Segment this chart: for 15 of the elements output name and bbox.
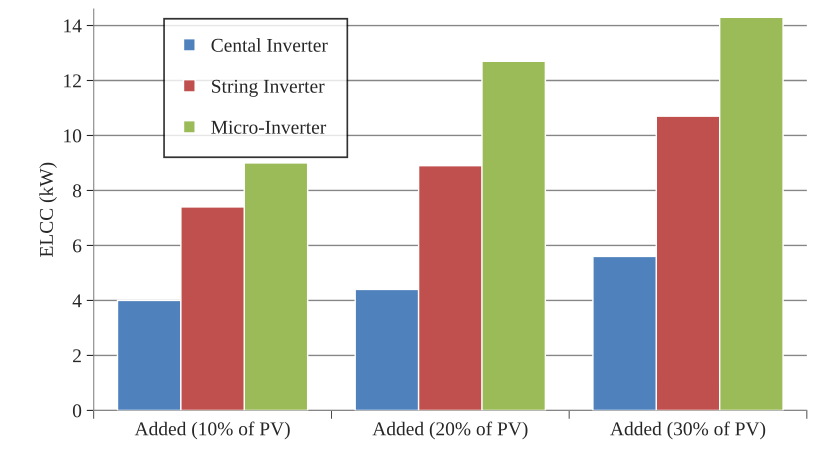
y-tick-label: 2 (73, 349, 81, 362)
x-tick-label: Added (30% of PV) (610, 422, 766, 440)
legend-label: Cental Inverter (212, 38, 328, 52)
y-axis-title: ELCC (kW) (39, 162, 57, 257)
y-tick-label: 8 (72, 184, 82, 198)
y-tick-label: 6 (73, 239, 82, 252)
x-tick-label: Added (10% of PV) (134, 422, 290, 440)
y-tick-label: 4 (72, 294, 82, 308)
y-tick-label: 10 (64, 129, 82, 142)
legend-label: String Inverter (212, 80, 324, 97)
y-tick-label: 0 (72, 404, 82, 418)
x-tick-label: Added (20% of PV) (372, 422, 528, 440)
y-tick-label: 12 (64, 74, 81, 88)
y-tick-label: 14 (64, 19, 82, 32)
legend-label: Micro-Inverter (211, 120, 326, 134)
